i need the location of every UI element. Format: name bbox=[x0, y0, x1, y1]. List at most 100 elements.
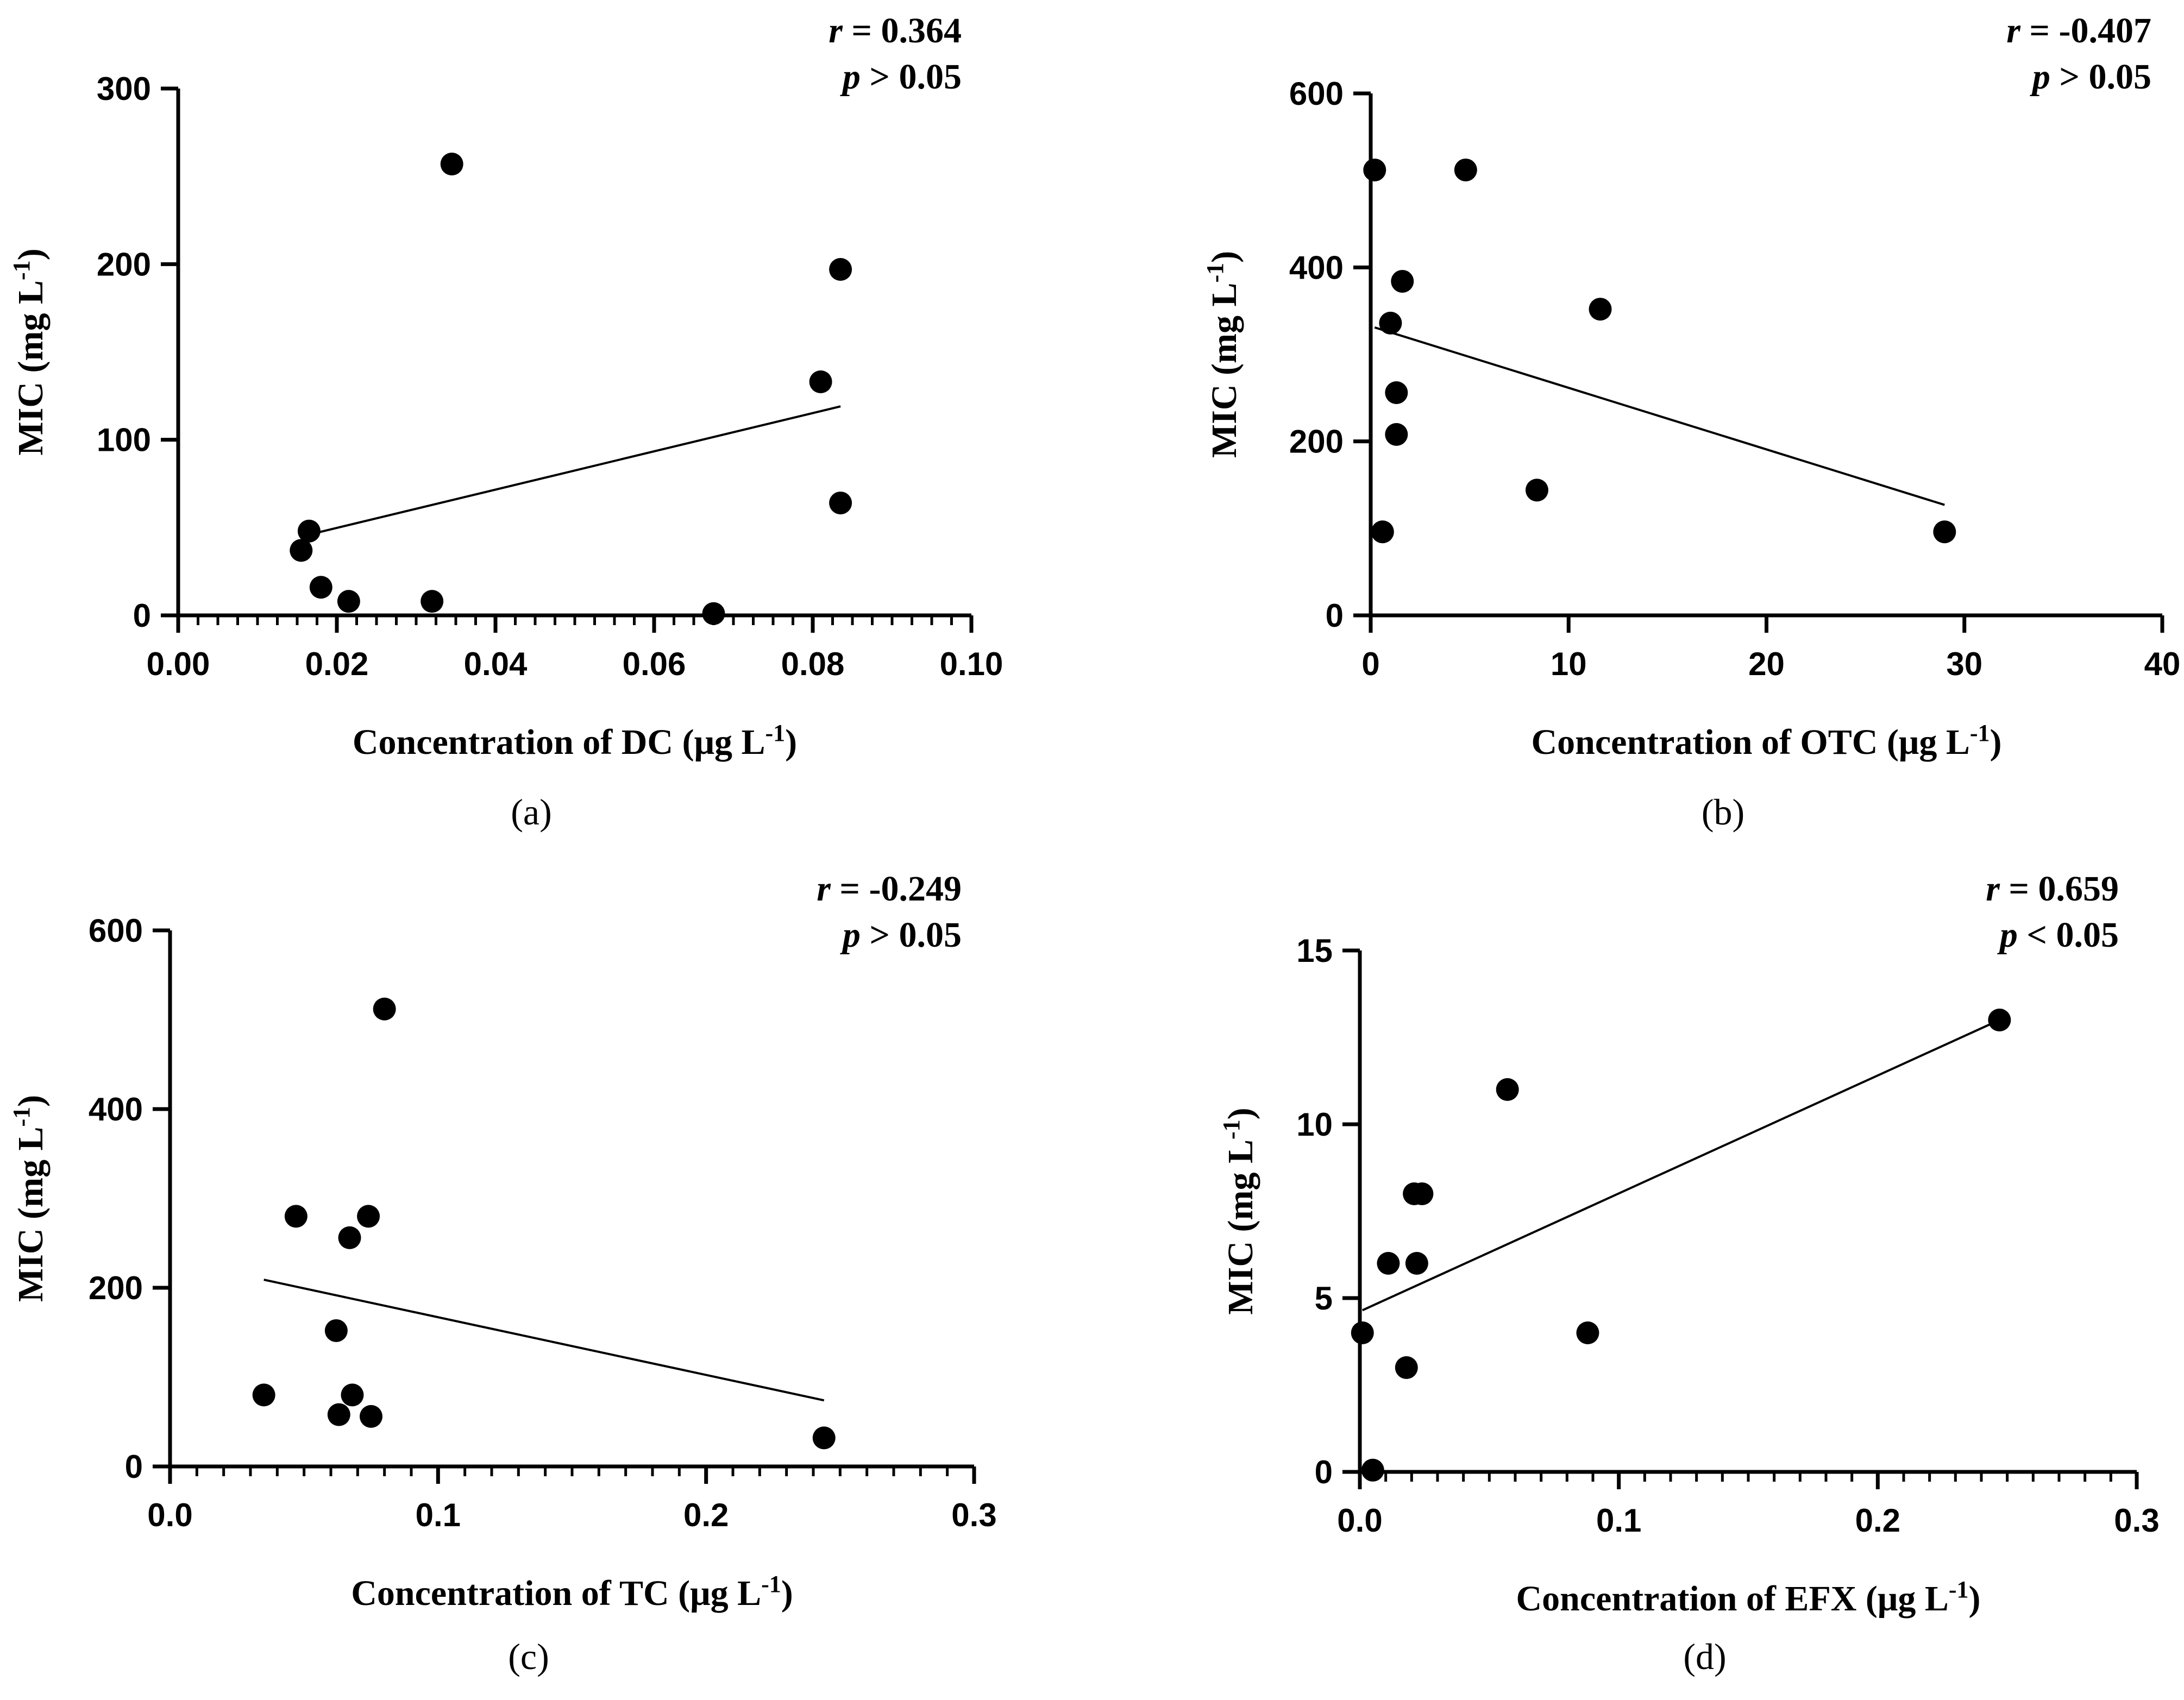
y-tick-label: 100 bbox=[97, 422, 151, 458]
regression-line bbox=[309, 405, 841, 536]
x-tick-label: 10 bbox=[1551, 646, 1587, 682]
y-tick-label: 10 bbox=[1296, 1106, 1333, 1143]
p-value: < 0.05 bbox=[2018, 915, 2119, 955]
y-axis-title: MIC (mg L-1) bbox=[1202, 251, 1245, 458]
correlation-p: p > 0.05 bbox=[840, 915, 962, 955]
data-point bbox=[702, 602, 725, 625]
data-point bbox=[252, 1383, 275, 1407]
y-axis-title-sup: -1 bbox=[1218, 1119, 1245, 1139]
r-value: = -0.249 bbox=[831, 869, 962, 909]
y-axis-title: MIC (mg L-1) bbox=[8, 1095, 51, 1302]
x-axis-title-end: ) bbox=[781, 1573, 793, 1613]
correlation-p: p > 0.05 bbox=[2030, 57, 2151, 97]
x-axis-title: Concentration of TC (μg L-1) bbox=[351, 1571, 793, 1614]
data-point bbox=[829, 258, 852, 281]
x-axis-title-end: ) bbox=[1990, 722, 2002, 762]
r-symbol: r bbox=[1986, 869, 2000, 909]
r-symbol: r bbox=[2006, 11, 2021, 51]
panel-d: 0.0 0.1 0.2 0.3 0 5 10 15 Concentration of EFX (… bbox=[1218, 869, 2160, 1677]
y-axis-title-sup: -1 bbox=[1202, 263, 1228, 283]
x-axis-title: Concentration of EFX (μg L-1) bbox=[1516, 1576, 1981, 1619]
x-tick-label: 30 bbox=[1946, 646, 1982, 682]
data-point bbox=[1361, 1458, 1384, 1482]
panel-label: (b) bbox=[1702, 791, 1744, 833]
r-value: = 0.364 bbox=[843, 11, 962, 51]
x-axis-title-main: Concentration of OTC (μg L bbox=[1531, 722, 1969, 762]
y-tick-label: 0 bbox=[1315, 1454, 1333, 1490]
x-tick-label: 20 bbox=[1748, 646, 1785, 682]
y-axis-title: MIC (mg L-1) bbox=[1218, 1107, 1261, 1314]
data-point bbox=[1351, 1321, 1374, 1344]
x-axis-title-main: Concentration of EFX (μg L bbox=[1516, 1579, 1949, 1619]
data-point bbox=[1525, 478, 1548, 502]
x-axis-title-end: ) bbox=[785, 722, 797, 762]
y-axis-title-main: MIC (mg L bbox=[11, 280, 51, 456]
x-tick-label: 0.1 bbox=[416, 1497, 461, 1533]
p-symbol: p bbox=[2030, 57, 2050, 97]
data-point bbox=[341, 1383, 364, 1407]
r-value: = 0.659 bbox=[2000, 869, 2119, 909]
correlation-r: r = -0.249 bbox=[817, 869, 962, 909]
panel-c: 0.0 0.1 0.2 0.3 0 200 400 600 Concentration of T… bbox=[8, 869, 997, 1677]
correlation-r: r = 0.659 bbox=[1986, 869, 2119, 909]
correlation-r: r = -0.407 bbox=[2006, 11, 2151, 51]
x-tick-label: 0.06 bbox=[623, 646, 686, 682]
x-tick-label: 0.2 bbox=[683, 1497, 729, 1533]
x-tick-label: 0 bbox=[1361, 646, 1379, 682]
data-point bbox=[360, 1405, 382, 1428]
y-tick-label: 0 bbox=[125, 1449, 143, 1485]
data-point bbox=[1391, 269, 1414, 293]
x-tick-label: 0.1 bbox=[1596, 1502, 1641, 1539]
p-value: > 0.05 bbox=[861, 915, 962, 955]
y-tick-label: 400 bbox=[89, 1091, 143, 1128]
p-symbol: p bbox=[840, 915, 861, 955]
p-symbol: p bbox=[1997, 915, 2018, 955]
x-axis-title: Concentration of DC (μg L-1) bbox=[353, 720, 797, 763]
panel-a: 0.00 0.02 0.04 0.06 0.08 0.10 0 100 200 300 Concen… bbox=[8, 11, 1003, 833]
y-axis-title-end: ) bbox=[11, 248, 51, 260]
data-point bbox=[1589, 298, 1612, 321]
regression-line bbox=[263, 1279, 825, 1402]
data-point bbox=[290, 539, 313, 562]
x-axis-title-sup: -1 bbox=[1949, 1576, 1969, 1603]
data-point bbox=[1405, 1252, 1428, 1275]
data-point bbox=[324, 1319, 348, 1342]
r-symbol: r bbox=[829, 11, 843, 51]
correlation-p: p < 0.05 bbox=[1997, 915, 2119, 955]
y-tick-label: 15 bbox=[1296, 933, 1333, 969]
x-tick-label: 0.04 bbox=[464, 646, 528, 682]
data-point bbox=[1385, 381, 1408, 404]
y-axis-title-main: MIC (mg L bbox=[1221, 1139, 1260, 1315]
y-axis-title-main: MIC (mg L bbox=[11, 1127, 51, 1302]
x-tick-label: 0.3 bbox=[951, 1497, 996, 1533]
p-value: > 0.05 bbox=[2050, 57, 2151, 97]
y-axis-title-end: ) bbox=[1204, 251, 1244, 263]
y-tick-label: 300 bbox=[97, 71, 151, 107]
x-tick-label: 0.08 bbox=[781, 646, 845, 682]
data-point bbox=[1379, 311, 1402, 335]
x-tick-label: 0.02 bbox=[305, 646, 369, 682]
panel-label: (d) bbox=[1683, 1636, 1726, 1677]
data-point bbox=[373, 997, 396, 1021]
correlation-p: p > 0.05 bbox=[840, 57, 962, 97]
data-point bbox=[812, 1426, 836, 1450]
y-tick-label: 5 bbox=[1315, 1280, 1333, 1317]
y-tick-label: 600 bbox=[1289, 75, 1344, 112]
y-axis-title-end: ) bbox=[11, 1095, 51, 1107]
y-axis-title: MIC (mg L-1) bbox=[8, 248, 51, 455]
data-point bbox=[1377, 1252, 1400, 1275]
x-tick-label: 0.2 bbox=[1855, 1502, 1900, 1539]
data-point bbox=[1454, 158, 1477, 181]
y-tick-label: 0 bbox=[133, 597, 151, 634]
data-point bbox=[1385, 423, 1408, 446]
y-axis-title-main: MIC (mg L bbox=[1204, 283, 1244, 458]
x-tick-label: 40 bbox=[2144, 646, 2181, 682]
x-axis-title-main: Concentration of DC (μg L bbox=[353, 722, 765, 762]
r-symbol: r bbox=[817, 869, 831, 909]
data-point bbox=[338, 1226, 361, 1249]
y-tick-label: 200 bbox=[89, 1270, 143, 1306]
data-point bbox=[440, 153, 463, 176]
data-point bbox=[1371, 520, 1394, 544]
data-point bbox=[327, 1403, 350, 1426]
